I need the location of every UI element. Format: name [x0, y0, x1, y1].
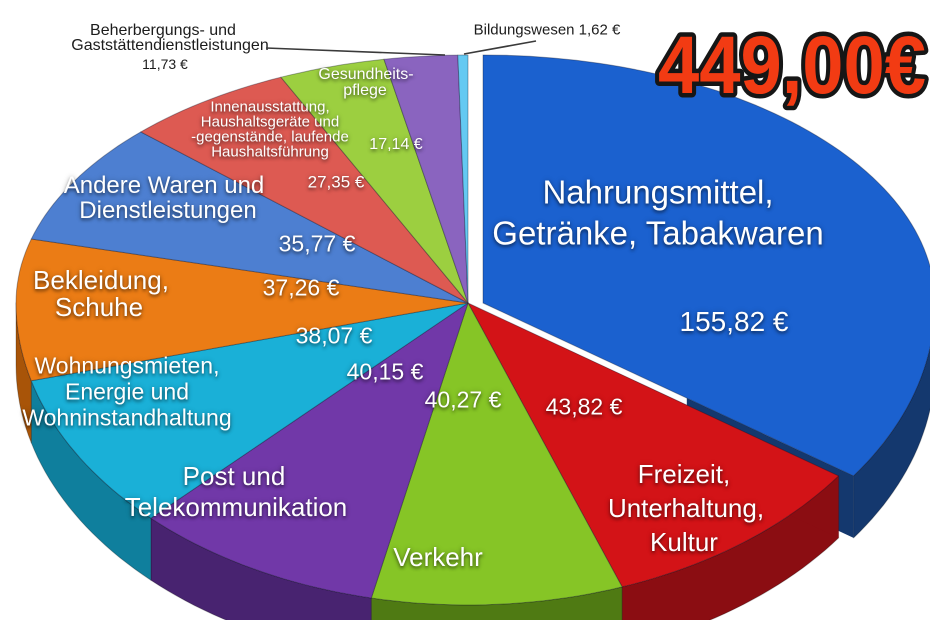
pie-slice-side-bekleidung [15, 302, 32, 444]
pie-slice-side-freizeit [621, 475, 840, 620]
pie-slice-innenausstattung[interactable] [140, 76, 469, 304]
pie-slice-bekleidung[interactable] [15, 238, 469, 382]
pie-slice-beherbergung[interactable] [383, 54, 469, 304]
pie-slice-andere-waren[interactable] [30, 131, 469, 304]
pie-slice-gesundheitspflege[interactable] [280, 58, 469, 304]
pie-slice-nahrungsmittel[interactable] [482, 54, 930, 477]
leader-line-beherbergung [265, 47, 446, 56]
pie-slice-freizeit[interactable] [467, 302, 840, 588]
pie-slice-wohnungsmieten[interactable] [30, 302, 469, 519]
pie-slice-verkehr[interactable] [370, 302, 623, 606]
pie-slice-post-telekommunikation[interactable] [150, 302, 469, 599]
total-price: 449,00€ [658, 20, 926, 111]
leader-line-bildungswesen [463, 40, 537, 55]
pie-slice-bildungswesen[interactable] [457, 54, 469, 304]
